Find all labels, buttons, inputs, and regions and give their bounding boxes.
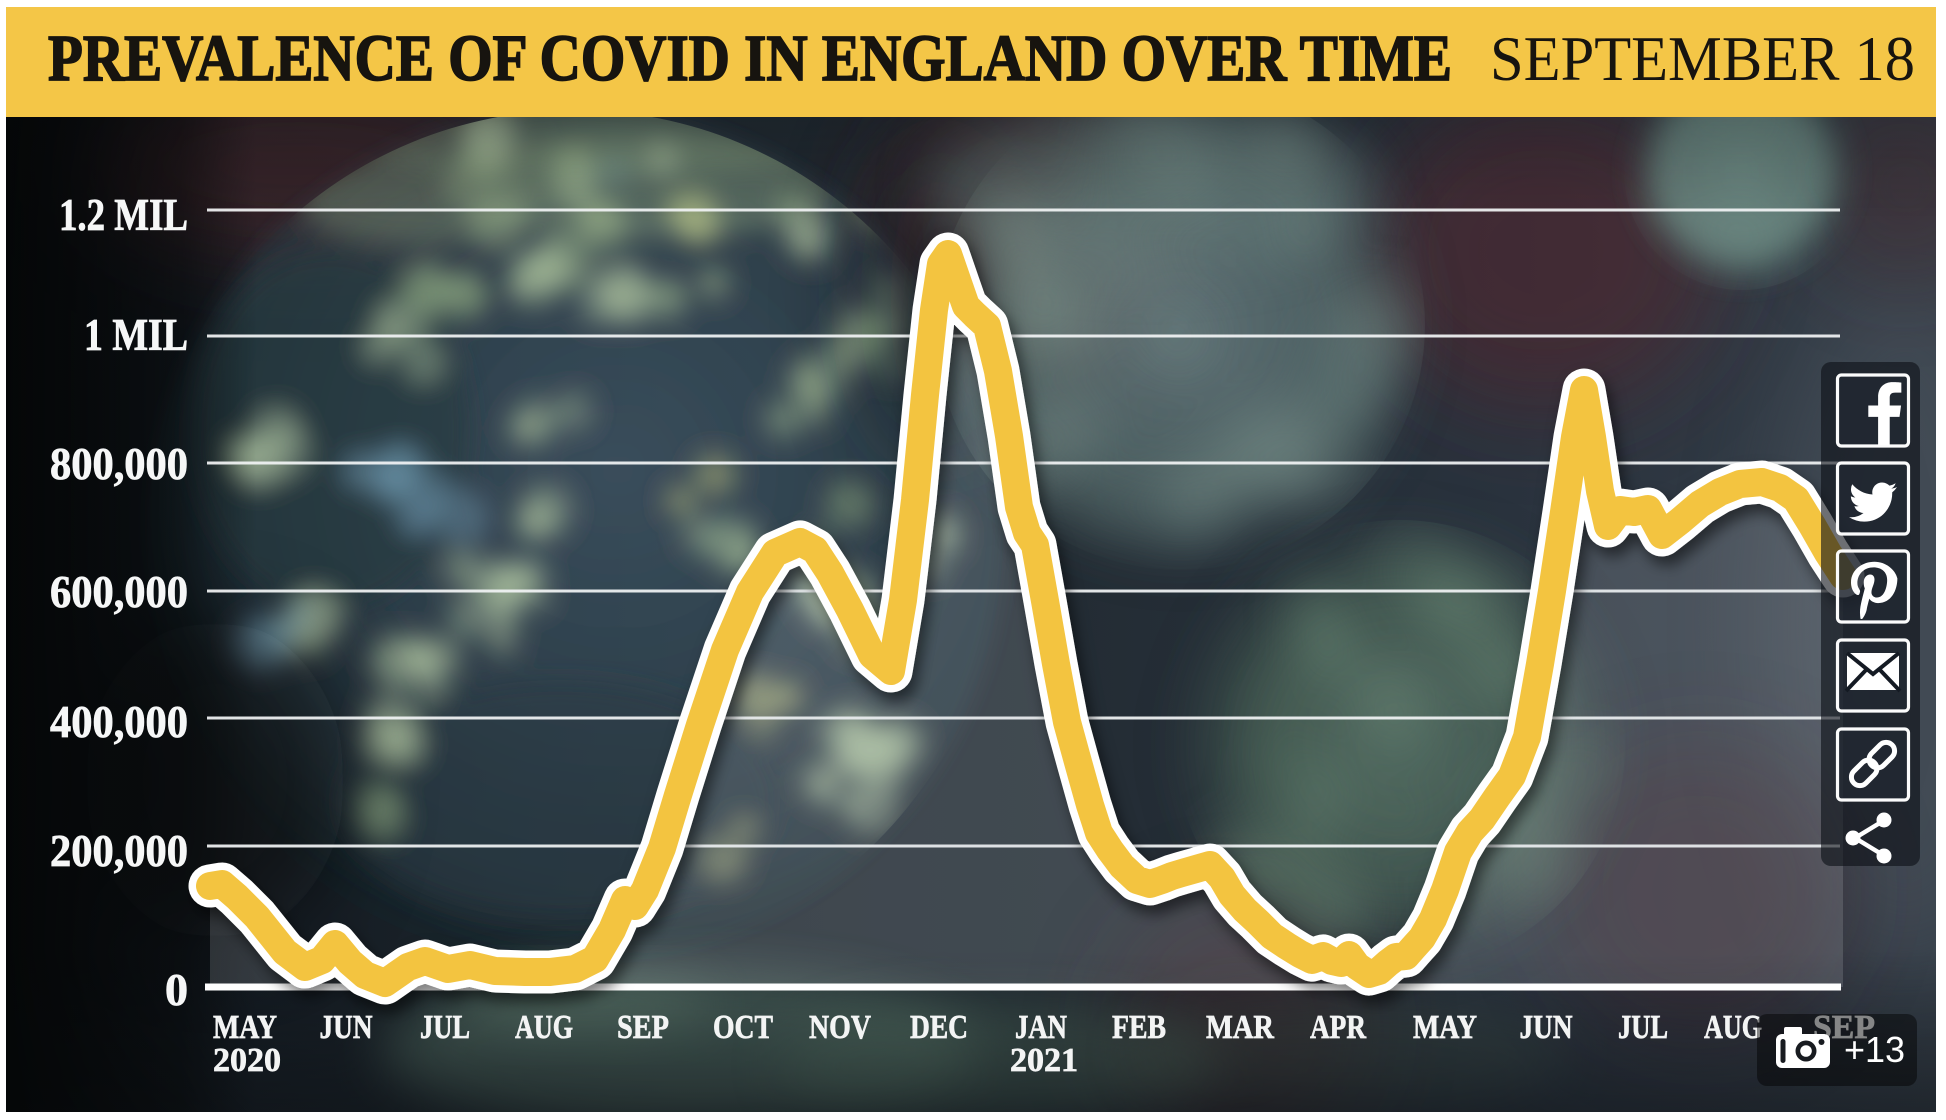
svg-text:APR: APR (1310, 1009, 1366, 1046)
svg-text:JUN: JUN (1520, 1009, 1573, 1046)
svg-text:DEC: DEC (910, 1009, 968, 1046)
svg-text:NOV: NOV (809, 1009, 871, 1046)
svg-text:SEP: SEP (617, 1009, 669, 1046)
svg-text:600,000: 600,000 (50, 567, 188, 617)
svg-text:SEPTEMBER 18: SEPTEMBER 18 (1490, 23, 1915, 94)
svg-text:400,000: 400,000 (50, 697, 188, 747)
svg-text:MAR: MAR (1206, 1009, 1274, 1046)
svg-text:JUL: JUL (1618, 1009, 1668, 1046)
svg-text:MAY: MAY (1413, 1009, 1477, 1046)
svg-text:FEB: FEB (1112, 1009, 1166, 1046)
svg-text:1.2 MIL: 1.2 MIL (59, 190, 188, 240)
svg-text:PREVALENCE OF COVID IN ENGLAND: PREVALENCE OF COVID IN ENGLAND OVER TIME (48, 22, 1452, 95)
svg-text:0: 0 (165, 965, 188, 1015)
svg-text:JUL: JUL (420, 1009, 470, 1046)
svg-text:2021: 2021 (1010, 1042, 1078, 1079)
svg-text:+13: +13 (1844, 1029, 1905, 1070)
svg-text:JUN: JUN (320, 1009, 373, 1046)
svg-text:OCT: OCT (713, 1009, 773, 1046)
svg-text:MAY: MAY (213, 1009, 277, 1046)
svg-text:2020: 2020 (213, 1042, 281, 1079)
svg-text:AUG: AUG (515, 1009, 573, 1046)
svg-text:JAN: JAN (1015, 1009, 1067, 1046)
svg-text:200,000: 200,000 (50, 826, 188, 876)
svg-text:AUG: AUG (1704, 1009, 1762, 1046)
svg-text:1 MIL: 1 MIL (84, 310, 188, 360)
svg-text:800,000: 800,000 (50, 439, 188, 489)
